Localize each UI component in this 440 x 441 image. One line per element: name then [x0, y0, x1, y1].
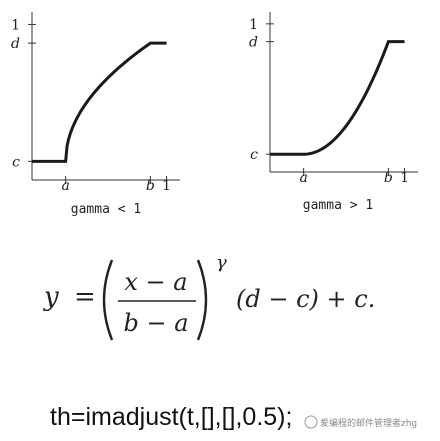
y-tick-label: c [12, 154, 20, 170]
y-tick-label: d [249, 35, 258, 51]
equation-tail: (d − c) + c. [236, 285, 375, 313]
y-tick-label: 1 [249, 17, 258, 33]
equation-equals: = [74, 282, 96, 312]
right-big-paren [196, 259, 208, 341]
equation-lhs: y [43, 282, 59, 312]
x-tick-label: b [384, 170, 393, 186]
fraction-numerator: x − a [124, 268, 187, 296]
fraction-denominator: b − a [123, 309, 188, 337]
gamma-equation: y = x − a b − a γ (d − c) + c. [43, 252, 375, 341]
x-tick-label: 1 [162, 178, 171, 194]
series-line [32, 41, 167, 163]
y-tick-label: d [11, 36, 20, 52]
code-line: th=imadjust(t,[],[],0.5); [50, 403, 292, 431]
y-tick-label: 1 [11, 17, 20, 33]
left-big-paren [102, 259, 114, 341]
watermark: 爱编程的邮件管理者zhg [304, 415, 417, 429]
exponent: γ [216, 252, 227, 273]
plot-caption: gamma < 1 [71, 202, 141, 217]
x-tick-label: a [61, 178, 69, 194]
x-tick-label: b [146, 178, 155, 194]
y-tick-label: c [250, 147, 258, 163]
x-tick-label: 1 [400, 170, 409, 186]
watermark-logo-icon [304, 415, 318, 429]
watermark-text: 爱编程的邮件管理者zhg [320, 417, 417, 429]
plot-caption: gamma > 1 [303, 198, 373, 213]
x-tick-label: a [299, 170, 307, 186]
series-line [270, 40, 405, 156]
